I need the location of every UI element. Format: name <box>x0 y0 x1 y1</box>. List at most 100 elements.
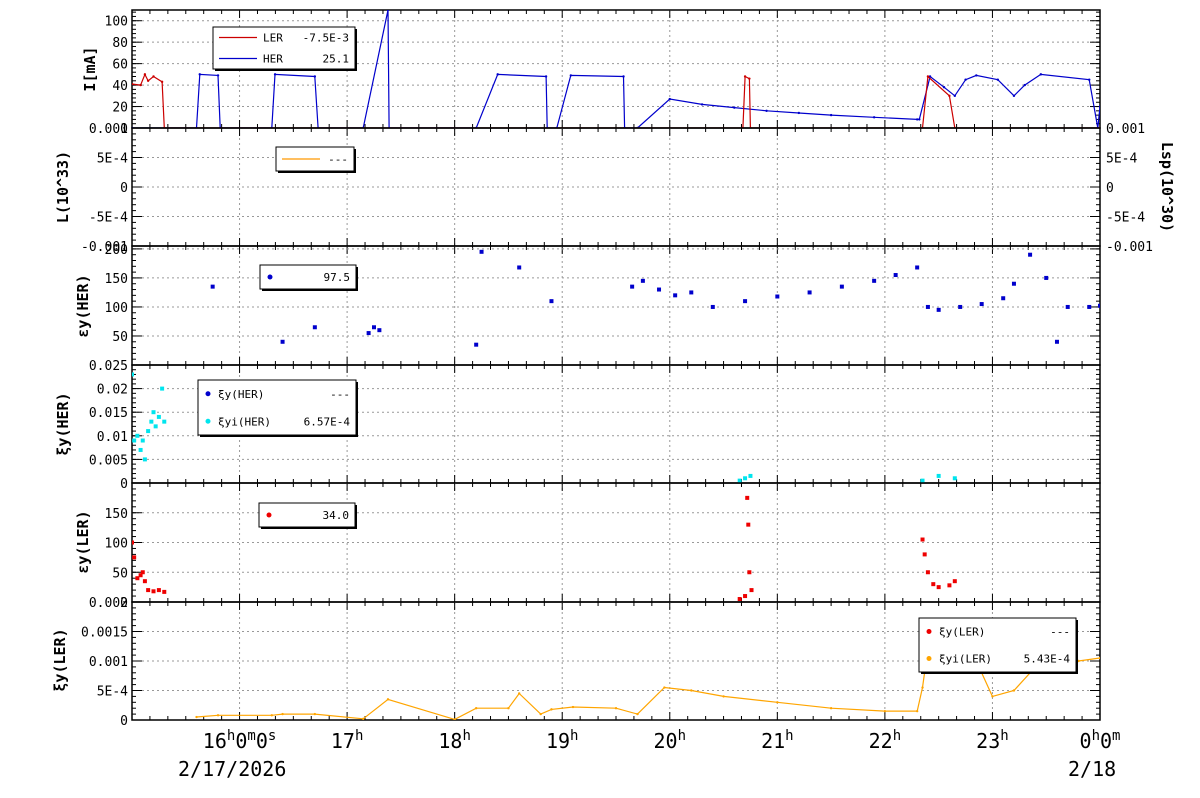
right-y-tick-label: 0.001 <box>1106 122 1145 137</box>
y-tick-label: 0 <box>120 181 128 196</box>
data-point <box>640 278 645 283</box>
y-tick-label: 100 <box>105 15 128 30</box>
y-tick-label: -5E-4 <box>89 211 128 226</box>
time-tick-label: 0h0m <box>1080 728 1121 753</box>
data-point <box>151 589 156 594</box>
y-tick-label: 5E-4 <box>97 152 128 167</box>
data-point <box>156 588 161 593</box>
legend-value: 25.1 <box>323 53 350 66</box>
data-point <box>614 707 618 710</box>
y-tick-label: 0.005 <box>89 453 128 468</box>
data-point <box>622 75 625 78</box>
y-tick-label: 50 <box>112 566 128 581</box>
data-point <box>936 307 941 312</box>
data-point <box>149 419 154 424</box>
y-tick-label: 0.0015 <box>81 626 128 641</box>
data-point <box>216 74 220 77</box>
legend-value: --- <box>1050 626 1070 639</box>
data-point <box>372 325 376 330</box>
legend-box <box>918 617 1077 673</box>
data-point <box>1012 94 1016 98</box>
data-point <box>160 80 164 84</box>
legend-box <box>258 502 356 528</box>
data-point <box>1011 281 1016 286</box>
data-point <box>775 294 780 299</box>
data-point <box>156 414 161 419</box>
data-point <box>362 717 365 720</box>
legend-value: -7.5E-3 <box>303 32 349 45</box>
data-point <box>1065 304 1070 309</box>
data-point <box>132 540 134 545</box>
data-point <box>507 707 510 710</box>
data-point <box>748 473 753 478</box>
data-point <box>518 692 521 695</box>
y-tick-label: 50 <box>112 330 128 345</box>
data-point <box>216 714 220 717</box>
legend-box <box>259 264 357 290</box>
data-point <box>1023 83 1026 87</box>
data-point <box>690 689 693 692</box>
y-tick-label: 0 <box>120 477 128 492</box>
legend-marker <box>205 418 211 424</box>
y-tick-label: 0 <box>120 596 128 611</box>
y-axis-title: εy(HER) <box>74 274 92 337</box>
data-point <box>140 570 145 575</box>
y-axis-title: ξy(LER) <box>51 628 69 691</box>
data-point <box>517 265 522 270</box>
data-point <box>829 113 833 117</box>
right-y-tick-label: -5E-4 <box>1106 211 1145 226</box>
y-tick-label: 0 <box>120 714 128 729</box>
y-tick-label: 5E-4 <box>97 685 128 700</box>
panel-xi_her: 0 0.005 0.01 0.015 0.02 0.025 ξy(HER) ξy(HER) --… <box>54 359 1101 492</box>
data-point <box>151 410 156 415</box>
y-tick-label: 0.001 <box>89 122 128 137</box>
y-tick-label: 0.015 <box>89 406 128 421</box>
data-point <box>733 106 736 109</box>
data-point <box>1039 73 1043 76</box>
data-point <box>1054 339 1059 344</box>
legend-value: --- <box>330 388 350 401</box>
data-point <box>673 293 678 298</box>
legend-value: 5.43E-4 <box>1024 653 1071 666</box>
y-tick-label: 0.01 <box>97 430 128 445</box>
data-point <box>474 707 478 710</box>
data-point <box>807 290 812 295</box>
y-axis-title: I[mA] <box>81 46 99 91</box>
legend: 97.5 <box>259 264 358 291</box>
panel-frame <box>131 245 1101 366</box>
y-tick-label: 0.002 <box>89 596 128 611</box>
right-y-tick-label: -0.001 <box>1106 240 1153 255</box>
data-point <box>991 695 994 698</box>
legend-marker <box>267 274 273 280</box>
legend-marker <box>926 629 932 634</box>
data-point <box>270 714 274 717</box>
data-point <box>539 712 542 716</box>
data-point <box>952 579 957 584</box>
y-tick-label: 100 <box>105 301 128 316</box>
time-tick-label: 16h0m0s <box>203 728 276 753</box>
legend-label: LER <box>263 32 283 45</box>
data-point <box>947 583 952 588</box>
data-point <box>162 419 167 424</box>
data-point <box>931 582 936 587</box>
data-point <box>926 75 930 78</box>
legend-label: ξy(HER) <box>218 388 264 401</box>
legend-value: 97.5 <box>324 271 351 284</box>
data-point <box>964 78 967 81</box>
data-point <box>160 386 165 391</box>
y-axis-title: ξy(HER) <box>54 392 72 455</box>
series-line-LER <box>132 72 1100 128</box>
data-point <box>280 339 285 344</box>
legend-marker <box>205 391 211 397</box>
y-tick-label: 0 <box>120 122 128 137</box>
data-point <box>571 705 575 709</box>
data-point <box>689 290 694 295</box>
data-point <box>152 75 155 78</box>
y-tick-label: 0.02 <box>97 383 128 398</box>
y-tick-label: 60 <box>112 58 128 73</box>
data-point <box>135 576 140 581</box>
data-point <box>569 74 573 77</box>
data-point <box>135 433 140 438</box>
data-point <box>737 597 742 602</box>
